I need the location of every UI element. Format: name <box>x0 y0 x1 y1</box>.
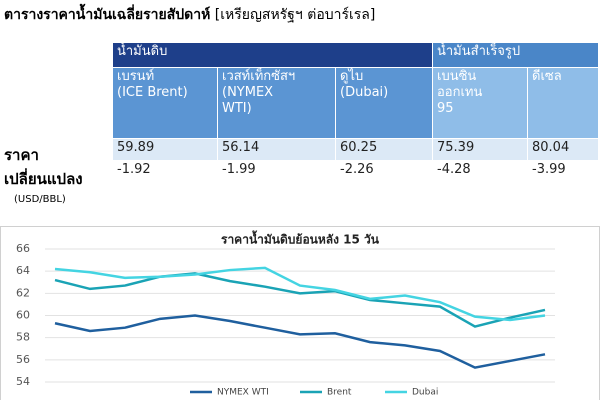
series-line <box>54 266 546 322</box>
unit: [เหรียญสหรัฐฯ ต่อบาร์เรล] <box>214 7 376 23</box>
column-header: ดีเซล <box>527 67 599 139</box>
cell: 80.04 <box>527 138 599 161</box>
cell: 56.14 <box>217 138 336 161</box>
title: ตารางราคาน้ำมันเฉลี่ยรายสัปดาห์ <box>4 7 211 23</box>
column-header: เวสท์เท็กซัสฯ (NYMEX WTI) <box>217 67 336 139</box>
y-tick-label: 66 <box>16 242 30 255</box>
price-table: น้ำมันดิบ น้ำมันสำเร็จรูป เบรนท์ (ICE Bre… <box>112 42 599 181</box>
y-tick-label: 56 <box>16 353 30 366</box>
cell: -4.28 <box>432 160 528 181</box>
column-header: ดูไบ (Dubai) <box>335 67 433 139</box>
cell: -3.99 <box>527 160 599 181</box>
series-line <box>54 314 546 369</box>
series-line <box>54 272 546 328</box>
chart: ราคาน้ำมันดิบย้อนหลัง 15 วัน 54 56 58 60 62 6… <box>0 226 600 400</box>
cell: -1.99 <box>217 160 336 181</box>
header: ตารางราคาน้ำมันเฉลี่ยรายสัปดาห์ [เหรียญส… <box>4 4 375 26</box>
column-header: เบนซิน ออกเทน 95 <box>432 67 528 139</box>
legend-label: NYMEX WTI <box>217 388 269 398</box>
cell: -2.26 <box>335 160 433 181</box>
y-tick-label: 60 <box>16 309 30 322</box>
y-tick-label: 58 <box>16 331 30 344</box>
cell: 60.25 <box>335 138 433 161</box>
cell: -1.92 <box>112 160 218 181</box>
group-header: น้ำมันดิบ <box>112 42 433 68</box>
row-label: เปลี่ยนแปลง <box>4 170 83 188</box>
column-header: เบรนท์ (ICE Brent) <box>112 67 218 139</box>
row-label: ราคา <box>4 146 39 164</box>
chart-frame <box>0 226 600 400</box>
cell: 59.89 <box>112 138 218 161</box>
legend-label: Dubai <box>412 388 438 398</box>
group-header: น้ำมันสำเร็จรูป <box>432 42 599 68</box>
unit-label: (USD/BBL) <box>14 194 66 205</box>
legend-label: Brent <box>327 388 352 398</box>
y-tick-label: 54 <box>16 375 30 388</box>
cell: 75.39 <box>432 138 528 161</box>
y-tick-label: 62 <box>16 286 30 299</box>
y-tick-label: 64 <box>16 264 30 277</box>
chart-title: ราคาน้ำมันดิบย้อนหลัง 15 วัน <box>221 230 380 247</box>
